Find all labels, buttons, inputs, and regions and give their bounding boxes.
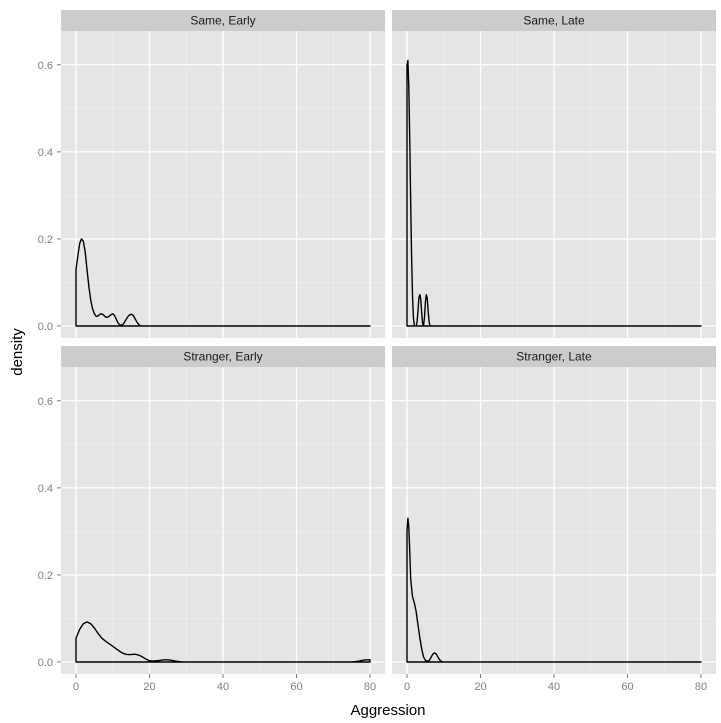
y-axis-title: density <box>9 328 26 376</box>
facet-strip <box>392 10 716 31</box>
x-tick-label: 80 <box>695 681 707 693</box>
y-tick-label: 0.2 <box>38 570 53 582</box>
x-tick-label: 60 <box>290 681 302 693</box>
y-tick-label: 0.4 <box>38 147 53 159</box>
density-curve <box>75 621 371 663</box>
facet-strip <box>61 346 385 367</box>
x-tick-label: 80 <box>364 681 376 693</box>
facet-panel: Stranger, Early 0.0 0.2 0.4 0.6 0 20 40 60 80 <box>38 346 385 693</box>
y-tick-label: 0.4 <box>38 483 53 495</box>
x-tick-label: 60 <box>621 681 633 693</box>
facet-panel: Same, Late <box>392 10 716 338</box>
x-tick-label: 0 <box>73 681 79 693</box>
density-curve <box>406 517 702 663</box>
density-curve <box>75 238 371 327</box>
facet-strip-label: Stranger, Early <box>183 350 262 364</box>
x-axis-title: Aggression <box>350 702 425 719</box>
y-tick-label: 0.0 <box>38 657 53 669</box>
y-tick-label: 0.2 <box>38 234 53 246</box>
x-tick-label: 0 <box>404 681 410 693</box>
facet-panel: Same, Early 0.0 0.2 0.4 0.6 <box>38 10 385 338</box>
y-tick-label: 0.6 <box>38 60 53 72</box>
facet-strip-label: Stranger, Late <box>516 350 592 364</box>
y-tick-label: 0.0 <box>38 321 53 333</box>
facet-panel: Stranger, Late 0 20 40 60 80 <box>392 346 716 693</box>
facet-strip <box>61 10 385 31</box>
density-curve <box>406 59 702 327</box>
y-tick-label: 0.6 <box>38 396 53 408</box>
facet-strip-label: Same, Late <box>523 14 585 28</box>
facet-strip <box>392 346 716 367</box>
x-tick-label: 20 <box>143 681 155 693</box>
facet-strip-label: Same, Early <box>190 14 255 28</box>
x-tick-label: 40 <box>217 681 229 693</box>
x-tick-label: 20 <box>474 681 486 693</box>
x-tick-label: 40 <box>548 681 560 693</box>
